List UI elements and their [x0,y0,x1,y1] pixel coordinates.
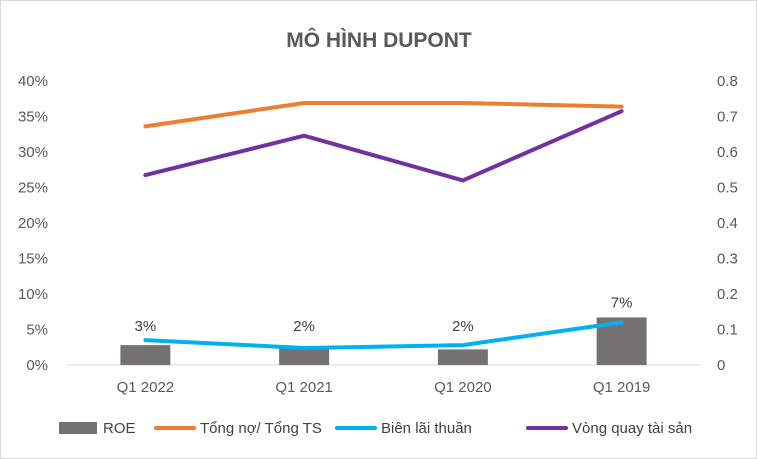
roe-bar [279,347,330,365]
y-left-tick-label: 20% [18,215,48,232]
x-tick-label: Q1 2021 [275,379,333,396]
legend-label: Biên lãi thuần [381,420,472,437]
y-left-tick-label: 0% [26,357,48,374]
y-left-tick-label: 35% [18,109,48,126]
y-right-tick-label: 0.3 [717,251,738,268]
legend-swatch-bar [59,422,97,434]
x-axis: Q1 2022 Q1 2021 Q1 2020 Q1 2019 [117,379,651,396]
series-line-1 [143,101,624,129]
legend-label: Tổng nợ/ Tổng TS [200,420,322,437]
y-left-tick-label: 5% [26,322,48,339]
y-right-tick-label: 0.8 [717,73,738,90]
y-right-tick-label: 0.5 [717,180,738,197]
roe-data-label: 2% [293,318,315,335]
series-lines [143,101,624,350]
roe-bar [437,349,488,365]
roe-bar [120,345,171,365]
y-left-tick-label: 30% [18,144,48,161]
x-tick-label: Q1 2020 [434,379,492,396]
chart-title: MÔ HÌNH DUPONT [286,28,472,52]
y-right-tick-label: 0.4 [717,215,738,232]
y-right-tick-label: 0 [717,357,725,374]
y-right-tick-label: 0.6 [717,144,738,161]
y-left-tick-label: 15% [18,251,48,268]
x-tick-label: Q1 2022 [117,379,175,396]
roe-data-label: 7% [611,294,633,311]
y-left-tick-label: 10% [18,286,48,303]
series-line-2 [143,320,624,350]
y-right-tick-label: 0.2 [717,286,738,303]
y-left-axis: 0% 5% 10% 15% 20% 25% 30% 35% 40% [18,73,48,374]
y-left-tick-label: 40% [18,73,48,90]
roe-data-label: 2% [452,318,474,335]
legend-label: Vòng quay tài sản [572,420,692,437]
roe-data-label: 3% [135,318,157,335]
y-right-tick-label: 0.7 [717,109,738,126]
series-line-3 [143,109,624,183]
legend: ROE Tổng nợ/ Tổng TS Biên lãi thuần Vòng qu… [59,420,692,437]
y-left-tick-label: 25% [18,180,48,197]
y-right-axis: 0 0.1 0.2 0.3 0.4 0.5 0.6 0.7 0.8 [717,73,738,374]
y-right-tick-label: 0.1 [717,322,738,339]
data-labels: 3% 2% 2% 7% [135,294,633,335]
x-tick-label: Q1 2019 [593,379,651,396]
legend-label: ROE [103,420,136,437]
